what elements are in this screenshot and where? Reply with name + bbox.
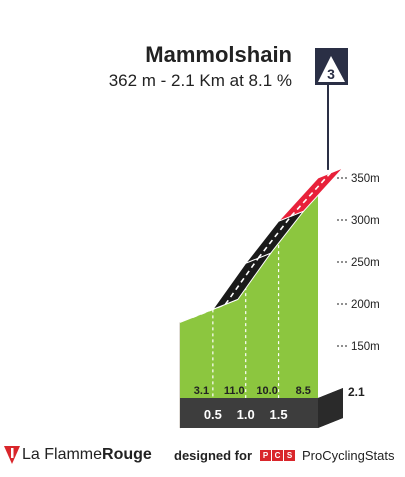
distance-base-end-face bbox=[318, 388, 343, 428]
road-center-line bbox=[224, 257, 259, 305]
pcs-logo-p: P bbox=[260, 449, 272, 461]
gradient-label: 8.5 bbox=[296, 385, 311, 397]
distance-end-label: 2.1 bbox=[348, 385, 365, 399]
y-tick-label: 350m bbox=[351, 173, 380, 185]
pcs-credit: designed for P C S ProCyclingStats bbox=[174, 445, 395, 465]
pcs-name: ProCyclingStats bbox=[302, 447, 395, 463]
road-center-line bbox=[290, 172, 332, 217]
road-segments bbox=[179, 167, 344, 323]
gradient-label: 3.1 bbox=[194, 385, 209, 397]
y-tick-label: 150m bbox=[351, 341, 380, 353]
x-tick-label: 1.5 bbox=[270, 407, 288, 422]
flamme-rouge-icon bbox=[4, 446, 20, 464]
y-tick-label: 250m bbox=[351, 257, 380, 269]
y-tick-label: 200m bbox=[351, 299, 380, 311]
la-flamme-rouge-logo: La FlammeRouge bbox=[2, 443, 152, 467]
distance-base: 0.5 1.0 1.5 2.1 bbox=[180, 385, 365, 428]
y-tick-label: 300m bbox=[351, 215, 380, 227]
brand-plain: La Flamme bbox=[22, 446, 103, 463]
gradient-label: 10.0 bbox=[256, 385, 277, 397]
gradient-label: 11.0 bbox=[224, 385, 245, 397]
distance-base-band bbox=[180, 388, 343, 428]
brand-bold: Rouge bbox=[102, 446, 152, 463]
pcs-logo-c: C bbox=[272, 449, 284, 461]
pcs-logo-s: S bbox=[284, 449, 296, 461]
gradient-labels: 3.1 11.0 10.0 8.5 bbox=[194, 385, 311, 397]
climb-title: Mammolshain bbox=[145, 42, 292, 67]
x-tick-label: 1.0 bbox=[237, 407, 255, 422]
y-axis: 350m 300m 250m 200m 150m bbox=[337, 173, 380, 353]
x-tick-label: 0.5 bbox=[204, 407, 222, 422]
category-number: 3 bbox=[327, 66, 335, 82]
summit-marker: 3 bbox=[315, 48, 348, 170]
la-flamme-rouge-text: La FlammeRouge bbox=[22, 446, 152, 464]
category-triangle bbox=[318, 56, 345, 82]
designed-for-text: designed for bbox=[174, 447, 253, 463]
dashed-guides bbox=[212, 221, 280, 398]
climb-subtitle: 362 m - 2.1 Km at 8.1 % bbox=[108, 71, 292, 90]
